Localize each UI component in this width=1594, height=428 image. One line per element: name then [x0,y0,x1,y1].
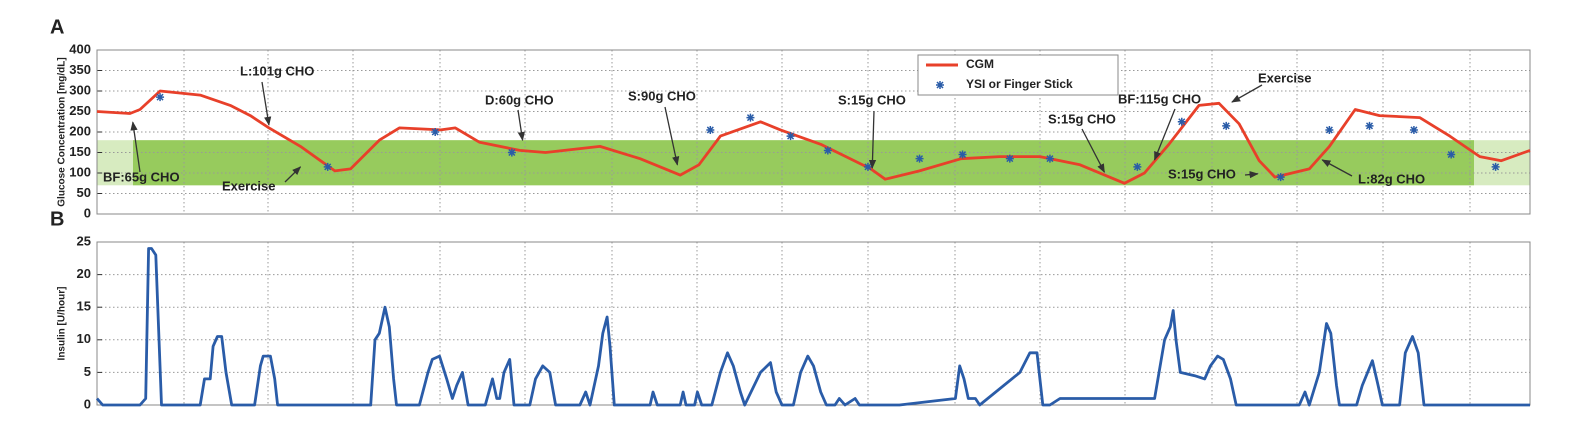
legend-marker [936,81,944,89]
data-point [1222,121,1231,130]
annotation: L:101g CHO [240,63,314,78]
data-point [823,146,832,155]
annotation-arrow [1321,159,1353,177]
data-point [958,150,967,159]
data-point [1447,150,1456,159]
y-tick-label: 5 [84,364,91,379]
y-tick-label: 50 [77,185,91,200]
plot-frame [96,241,1531,406]
annotation-arrow [130,121,141,173]
data-point [1491,162,1500,171]
legend-box [917,54,1119,96]
plot-frame [96,49,1531,215]
data-point [1276,173,1285,182]
annotation-arrow [868,110,877,169]
annotation: S:15g CHO [1168,166,1236,181]
annotation-arrow [664,106,680,166]
y-tick-label: 400 [69,41,91,56]
annotation: D:60g CHO [485,92,554,107]
y-tick-label: 20 [77,266,91,281]
annotation: S:15g CHO [838,92,906,107]
annotation-arrow [1244,170,1259,179]
data-point [863,162,872,171]
y-tick-label: 25 [77,233,91,248]
y-axis-label: Insulin [U/hour] [57,287,68,361]
annotation: BF:115g CHO [1118,91,1201,106]
y-tick-label: 100 [69,164,91,179]
y-tick-label: 10 [77,331,91,346]
annotation: BF:65g CHO [103,169,180,184]
y-tick-label: 350 [69,62,91,77]
data-point [507,148,516,157]
annotation: Exercise [1258,70,1312,85]
annotation-arrow [284,166,302,183]
data-point [915,154,924,163]
target-range-core [133,140,1474,186]
y-tick-label: 150 [69,144,91,159]
data-point [1005,154,1014,163]
y-axis-label: Glucose Concentration [mg/dL] [57,57,68,206]
data-point [1365,121,1374,130]
panel-label: B [50,208,64,230]
y-tick-label: 300 [69,82,91,97]
y-tick-label: 15 [77,299,91,314]
legend-label: CGM [966,57,994,71]
annotation-arrow [1081,128,1105,173]
data-point [323,162,332,171]
annotation: Exercise [222,178,276,193]
annotation-arrow [1153,108,1176,161]
data-point [1177,117,1186,126]
panel-label: A [50,16,64,38]
data-line [95,247,1530,407]
y-tick-label: 0 [84,205,91,220]
data-point [746,113,755,122]
annotation: S:15g CHO [1048,111,1116,126]
legend-label: YSI or Finger Stick [966,77,1073,91]
data-point [1045,154,1054,163]
annotation-arrow [1231,84,1263,103]
data-point [1133,162,1142,171]
annotation-arrow [517,109,525,142]
data-point [431,128,440,136]
y-tick-label: 0 [84,396,91,411]
data-point [156,93,165,102]
plot-area [97,242,1530,405]
data-line [96,89,1531,185]
data-point [786,132,795,141]
annotation-arrow [261,81,272,126]
data-point [706,125,715,134]
data-point [1325,125,1334,134]
y-tick-label: 200 [69,123,91,138]
annotation: S:90g CHO [628,88,696,103]
annotation: L:82g CHO [1358,171,1425,186]
y-tick-label: 250 [69,103,91,118]
data-point [1409,125,1418,134]
